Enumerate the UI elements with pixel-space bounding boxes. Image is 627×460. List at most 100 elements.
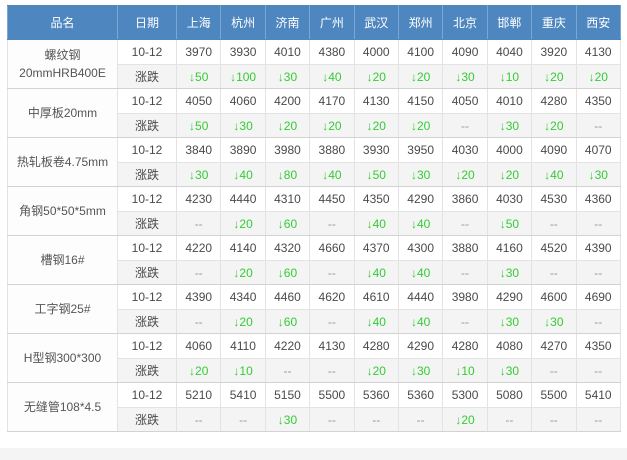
header-row: 品名 日期 上海 杭州 济南 广州 武汉 郑州 北京 邯郸 重庆 西安 [7,5,622,40]
price-cell-3: 4620 [309,284,355,310]
change-dash-cell-0: -- [175,407,222,432]
price-cell-1: 3890 [220,137,266,163]
change-down-cell-3: ↓40 [309,64,355,89]
price-row-5: 工字钢25# 10-12 4390 4340 4460 4620 4610 4440 3980 4… [7,284,622,334]
change-dash-cell-4: -- [353,407,399,432]
column-header-1: 日期 [117,5,177,40]
price-cell-9: 4070 [575,137,622,163]
change-row-4: 涨跌 -- ↓20 ↓60 -- ↓40 ↓40 -- ↓30 -- -- [8,260,622,285]
product-name: 槽钢16# [7,235,118,285]
change-down-cell-2: ↓80 [264,162,311,187]
change-dash-cell-9: -- [575,309,622,334]
price-cell-0: 4060 [175,333,222,359]
product-name-line: 中厚板20mm [27,106,98,120]
price-cell-4: 4610 [353,284,399,310]
change-down-cell-1: ↓10 [220,358,266,383]
price-cell-4: 4280 [353,333,399,359]
change-dash-cell-6: -- [442,113,488,138]
price-cell-3: 4660 [309,235,355,261]
column-header-11: 西安 [575,5,622,40]
date-cell: 10-12 [117,235,177,261]
product-name: H型钢300*300 [7,333,118,383]
change-down-cell-9: ↓30 [575,162,622,187]
price-cell-2: 3980 [264,137,311,163]
price-cell-7: 4080 [486,333,533,359]
product-name: 热轧板卷4.75mm [7,137,118,187]
change-dash-cell-2: -- [264,358,311,383]
change-down-cell-2: ↓20 [264,113,311,138]
change-dash-cell-9: -- [575,113,622,138]
change-dash-cell-9: -- [575,407,622,432]
price-cell-6: 4280 [442,333,488,359]
change-row-1: 涨跌 ↓50 ↓30 ↓20 ↓20 ↓20 ↓20 -- ↓30 ↓20 -- [8,113,622,138]
change-dash-cell-8: -- [531,358,577,383]
price-cell-9: 4690 [575,284,622,310]
change-down-cell-7: ↓10 [486,64,533,89]
product-name-line: 螺纹钢 [44,48,81,62]
change-dash-cell-9: -- [575,211,622,236]
product-name-line: 角钢50*50*5mm [19,204,106,218]
change-down-cell-1: ↓100 [220,64,266,89]
price-cell-9: 4350 [575,333,622,359]
change-down-cell-6: ↓20 [442,162,488,187]
change-down-cell-6: ↓30 [442,64,488,89]
change-dash-cell-3: -- [309,260,355,285]
price-cell-0: 5210 [175,382,222,408]
change-down-cell-4: ↓40 [353,211,399,236]
price-cell-0: 3840 [175,137,222,163]
price-row-6: H型钢300*300 10-12 4060 4110 4220 4130 4280 4290 4… [7,333,622,383]
price-cell-5: 5360 [397,382,444,408]
change-down-cell-5: ↓20 [397,113,444,138]
price-cell-3: 4130 [309,333,355,359]
change-down-cell-2: ↓30 [264,407,311,432]
change-row-7: 涨跌 -- -- ↓30 -- -- -- ↓20 -- -- -- [8,407,622,432]
column-header-3: 杭州 [220,5,266,40]
price-cell-4: 3930 [353,137,399,163]
product-name: 工字钢25# [7,284,118,334]
price-cell-5: 4440 [397,284,444,310]
price-cell-9: 4360 [575,186,622,212]
change-dash-cell-3: -- [309,309,355,334]
change-row-label: 涨跌 [117,162,177,187]
price-cell-6: 4090 [442,39,488,65]
change-row-0: 涨跌 ↓50 ↓100 ↓30 ↓40 ↓20 ↓20 ↓30 ↓10 ↓20 ↓20 [8,64,622,89]
price-cell-0: 3970 [175,39,222,65]
price-cell-5: 4300 [397,235,444,261]
price-cell-3: 5500 [309,382,355,408]
price-cell-3: 4170 [309,88,355,114]
change-down-cell-5: ↓30 [397,358,444,383]
price-cell-4: 4370 [353,235,399,261]
price-cell-7: 4160 [486,235,533,261]
price-cell-3: 3880 [309,137,355,163]
product-name-line: 槽钢16# [40,253,85,267]
price-cell-5: 3950 [397,137,444,163]
price-cell-5: 4290 [397,186,444,212]
table-body: 螺纹钢 20mmHRB400E 10-12 3970 3930 4010 4380 4000 4… [7,39,622,432]
change-down-cell-0: ↓50 [175,64,222,89]
product-name-line: 无缝管108*4.5 [23,400,102,414]
price-row-4: 槽钢16# 10-12 4220 4140 4320 4660 4370 4300 3880 41… [7,235,622,285]
price-cell-1: 4440 [220,186,266,212]
date-cell: 10-12 [117,88,177,114]
change-dash-cell-0: -- [175,309,222,334]
column-header-5: 广州 [309,5,355,40]
change-row-3: 涨跌 -- ↓20 ↓60 -- ↓40 ↓40 -- ↓50 -- -- [8,211,622,236]
price-cell-4: 4130 [353,88,399,114]
change-dash-cell-6: -- [442,309,488,334]
price-cell-2: 4460 [264,284,311,310]
price-cell-6: 3860 [442,186,488,212]
change-row-label: 涨跌 [117,260,177,285]
price-cell-4: 4350 [353,186,399,212]
table-wrap: 品名 日期 上海 杭州 济南 广州 武汉 郑州 北京 邯郸 重庆 西安 螺纹钢 20mmHRB400E 1… [7,5,622,432]
price-cell-6: 3980 [442,284,488,310]
change-down-cell-2: ↓30 [264,64,311,89]
change-dash-cell-6: -- [442,260,488,285]
price-cell-0: 4220 [175,235,222,261]
price-cell-2: 5150 [264,382,311,408]
price-cell-1: 4060 [220,88,266,114]
change-down-cell-1: ↓40 [220,162,266,187]
column-header-6: 武汉 [353,5,399,40]
price-cell-2: 4310 [264,186,311,212]
column-header-7: 郑州 [397,5,444,40]
change-down-cell-9: ↓20 [575,64,622,89]
